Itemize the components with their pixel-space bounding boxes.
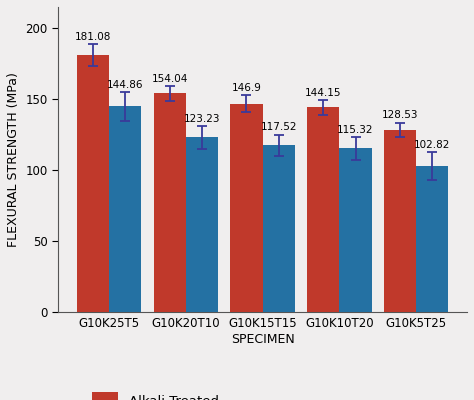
Text: 115.32: 115.32 (337, 125, 374, 135)
X-axis label: SPECIMEN: SPECIMEN (231, 333, 294, 346)
Legend: Alkali Treated, Untreated: Alkali Treated, Untreated (85, 386, 225, 400)
Bar (186, 137, 218, 312)
Text: 146.9: 146.9 (231, 83, 262, 93)
Text: 154.04: 154.04 (152, 74, 188, 84)
Text: 102.82: 102.82 (414, 140, 450, 150)
Bar (154, 94, 186, 312)
Bar (307, 108, 339, 312)
Bar (384, 130, 416, 312)
Text: 123.23: 123.23 (184, 114, 220, 124)
Bar (416, 166, 448, 312)
Bar (230, 104, 263, 312)
Bar (339, 148, 372, 312)
Bar (77, 55, 109, 312)
Bar (109, 106, 141, 312)
Text: 181.08: 181.08 (75, 32, 111, 42)
Text: 144.15: 144.15 (305, 88, 342, 98)
Text: 117.52: 117.52 (261, 122, 297, 132)
Y-axis label: FLEXURAL STRENGTH (MPa): FLEXURAL STRENGTH (MPa) (7, 72, 20, 247)
Text: 128.53: 128.53 (382, 110, 419, 120)
Text: 144.86: 144.86 (107, 80, 144, 90)
Bar (263, 145, 295, 312)
